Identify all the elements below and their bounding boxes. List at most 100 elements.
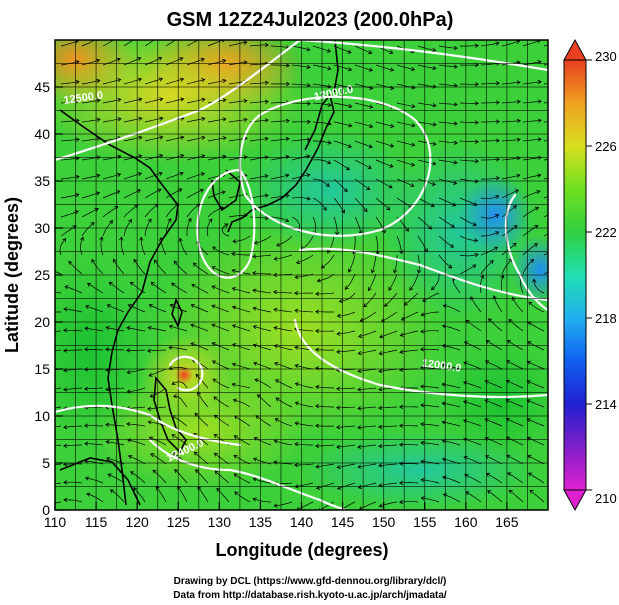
streamline: [228, 41, 247, 47]
streamline-arrow: [273, 307, 278, 312]
colorbar-bar: [563, 59, 587, 491]
streamline-arrow: [222, 136, 227, 141]
streamline: [177, 486, 188, 503]
streamline: [64, 286, 83, 294]
streamline-arrow: [558, 271, 562, 274]
streamline: [295, 364, 314, 370]
streamline: [55, 330, 62, 332]
streamline-arrow: [234, 491, 239, 496]
streamline-arrow: [516, 173, 521, 178]
streamline: [274, 501, 293, 507]
streamline-arrow: [484, 360, 490, 365]
streamline: [191, 284, 209, 294]
streamline-arrow: [399, 404, 404, 409]
streamline: [63, 387, 83, 391]
colorbar-ticks: 210 214 218 222 226 230: [586, 49, 617, 506]
streamline: [144, 136, 163, 142]
streamline: [421, 497, 440, 503]
streamline: [379, 349, 398, 355]
streamline: [292, 102, 311, 105]
streamline-arrow: [159, 116, 164, 121]
streamline-arrow: [243, 40, 248, 45]
streamline: [64, 308, 83, 313]
streamline: [144, 40, 155, 47]
streamline: [528, 472, 545, 484]
streamline-arrow: [86, 282, 92, 287]
streamline-arrow: [154, 259, 158, 264]
streamline: [354, 216, 362, 235]
streamline: [127, 327, 146, 332]
streamline-arrow: [231, 251, 236, 257]
x-tick-label: 115: [85, 514, 108, 530]
streamline: [417, 121, 437, 126]
streamline-arrow: [448, 264, 453, 269]
colorbar-tick-label: 210: [595, 491, 617, 506]
streamline-arrow: [559, 119, 562, 123]
streamline: [107, 304, 125, 313]
streamline: [487, 490, 503, 503]
streamline: [501, 189, 519, 199]
streamline-arrow: [84, 459, 89, 464]
streamline: [165, 172, 184, 180]
streamline: [291, 216, 301, 232]
streamline-arrow: [405, 227, 409, 232]
streamline-arrow: [126, 369, 131, 375]
streamline-arrow: [378, 503, 383, 508]
streamline: [55, 349, 62, 352]
streamline-arrow: [213, 396, 218, 401]
streamline: [186, 189, 204, 199]
streamline-arrow: [222, 78, 227, 83]
streamline-arrow: [273, 256, 278, 261]
streamline: [126, 406, 146, 409]
streamline: [481, 101, 500, 104]
streamline: [315, 386, 335, 389]
streamline: [543, 63, 548, 66]
streamline-arrow: [95, 58, 101, 63]
streamline-arrow: [127, 454, 133, 459]
streamline: [337, 463, 356, 468]
streamline-arrow: [494, 214, 500, 219]
streamline-arrow: [75, 137, 80, 142]
streamline-arrow: [150, 282, 155, 286]
streamline-arrow: [96, 117, 101, 123]
streamline: [522, 40, 541, 47]
streamline: [165, 136, 184, 142]
streamline: [459, 235, 478, 241]
streamline-arrow: [294, 401, 299, 406]
streamline: [275, 418, 293, 427]
streamline-arrow: [474, 120, 479, 125]
streamline: [522, 138, 542, 142]
streamline-arrow: [558, 40, 561, 43]
streamline: [315, 349, 335, 351]
streamline: [207, 191, 226, 199]
streamline-arrow: [451, 202, 457, 207]
streamline: [147, 349, 167, 352]
streamline-arrow: [318, 508, 321, 510]
streamline: [85, 305, 104, 313]
streamline-arrow: [325, 182, 330, 187]
streamline: [484, 418, 503, 427]
y-tick-label: 25: [34, 267, 50, 283]
colorbar-tick-label: 214: [595, 397, 617, 412]
streamline-arrow: [516, 118, 521, 124]
contour-south-3: [148, 438, 347, 510]
streamline-arrow: [212, 378, 217, 383]
streamline-arrow: [306, 47, 311, 52]
streamline-arrow: [537, 173, 542, 178]
streamline-arrow: [357, 464, 362, 469]
streamline: [154, 259, 167, 275]
streamline-arrow: [474, 238, 479, 243]
streamline-arrow: [422, 298, 427, 302]
streamline-arrow: [368, 50, 373, 55]
streamline-arrow: [200, 172, 206, 177]
streamline-arrow: [348, 104, 353, 109]
streamline-arrow: [336, 424, 341, 430]
streamline-arrow: [63, 348, 68, 353]
streamline: [144, 188, 162, 199]
streamline-arrow: [178, 188, 183, 193]
streamline-arrow: [507, 472, 512, 477]
streamline: [438, 140, 458, 144]
colorbar-top-arrow: [563, 38, 587, 61]
streamline-arrow: [152, 469, 157, 474]
streamline: [55, 271, 62, 275]
